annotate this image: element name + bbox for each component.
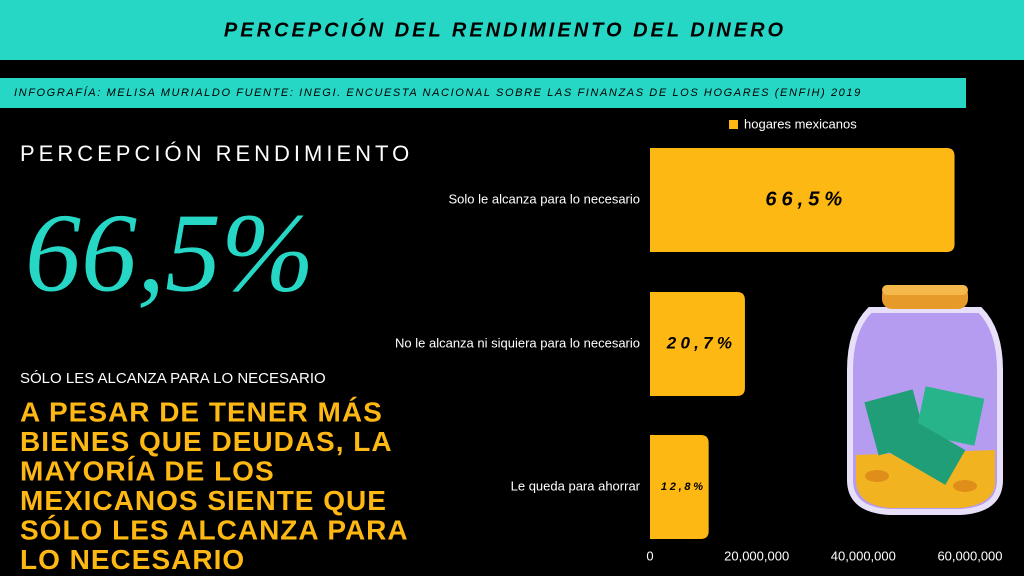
title: PERCEPCIÓN DEL RENDIMIENTO DEL DINERO — [224, 17, 786, 41]
bar-label: 66,5% — [765, 188, 847, 210]
headline-caption: SÓLO LES ALCANZA PARA LO NECESARIO — [20, 370, 326, 387]
x-tick-label: 20,000,000 — [724, 548, 789, 563]
source-band — [0, 78, 966, 108]
jar-illustration — [847, 285, 1003, 515]
legend-swatch — [729, 120, 738, 129]
source: INFOGRAFÍA: MELISA MURIALDO FUENTE: INEG… — [14, 86, 862, 99]
bar — [650, 148, 955, 252]
title-band — [0, 0, 1024, 60]
headline-label: PERCEPCIÓN RENDIMIENTO — [20, 141, 413, 166]
bar-chart: 0 20,000,000 40,000,000 60,000,000 hogares m… — [395, 116, 1003, 563]
message-line: LO NECESARIO — [20, 544, 245, 575]
message-line: MAYORÍA DE LOS — [20, 455, 275, 486]
bar — [650, 435, 709, 539]
bar-label: 20,7% — [666, 333, 736, 352]
headline-figure: 66,5% — [25, 192, 314, 316]
legend-label: hogares mexicanos — [744, 116, 857, 131]
category-label: Le queda para ahorrar — [511, 478, 641, 493]
x-tick-label: 40,000,000 — [831, 548, 896, 563]
message-line: BIENES QUE DEUDAS, LA — [20, 426, 393, 457]
x-tick-label: 0 — [646, 548, 653, 563]
message-line: SÓLO LES ALCANZA PARA — [20, 514, 409, 545]
category-label: No le alcanza ni siquiera para lo necesa… — [395, 335, 640, 350]
message-line: MEXICANOS SIENTE QUE — [20, 485, 387, 516]
bar-label: 12,8% — [661, 481, 706, 493]
message-line: A PESAR DE TENER MÁS — [20, 396, 383, 427]
x-tick-label: 60,000,000 — [937, 548, 1002, 563]
bar — [650, 292, 745, 396]
category-label: Solo le alcanza para lo necesario — [448, 191, 640, 206]
